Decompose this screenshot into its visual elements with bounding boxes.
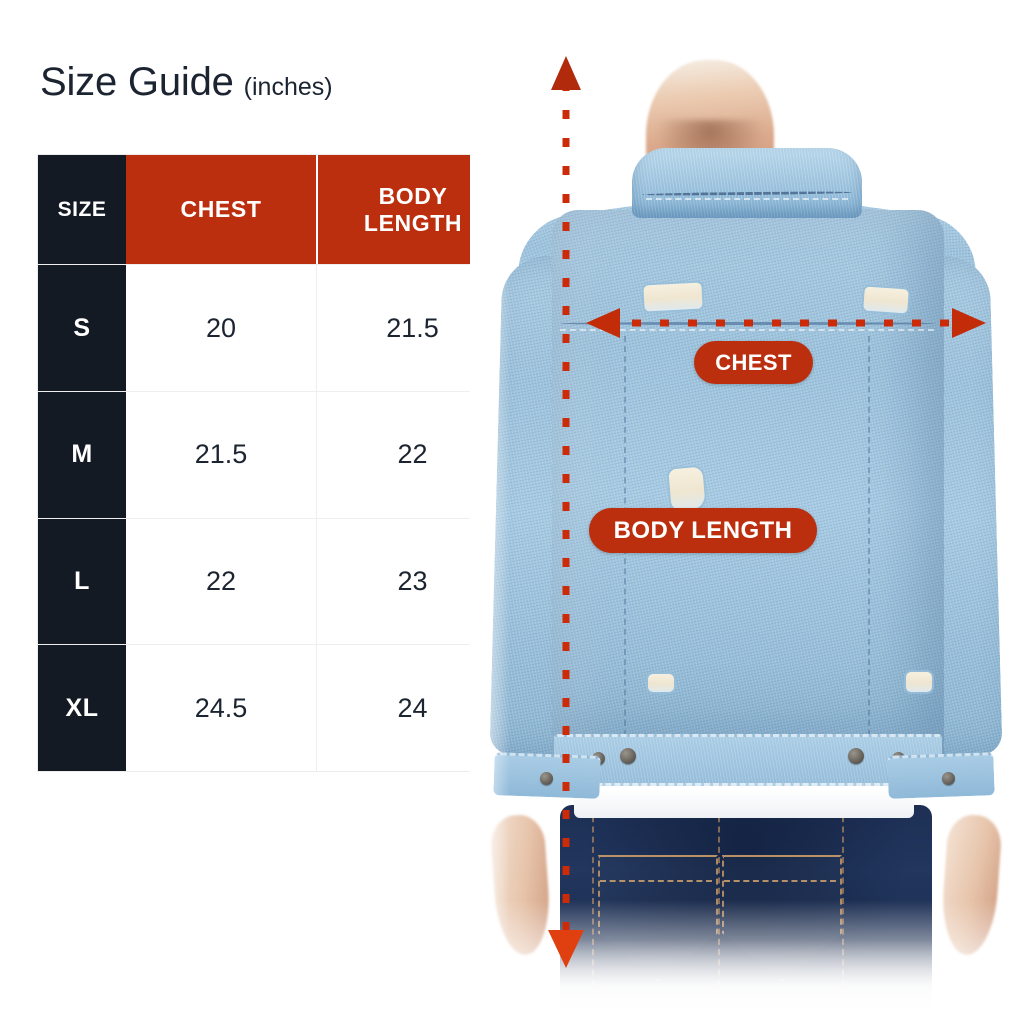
chest-measurement-badge[interactable]: CHEST <box>694 341 813 384</box>
table-row: XL 24.5 24 <box>38 644 508 771</box>
jacket-collar-stitch-inner <box>646 198 848 200</box>
row-chest-value: 20 <box>126 265 316 391</box>
column-header-body-length-line2: LENGTH <box>363 209 463 236</box>
white-shirt-hem <box>574 790 914 818</box>
row-size-label: S <box>38 265 126 391</box>
jacket-distressed-patch <box>668 466 706 512</box>
row-size-label: L <box>38 518 126 645</box>
column-header-body-length-line1: BODY <box>378 182 448 209</box>
table-row: M 21.5 22 <box>38 390 508 518</box>
table-row: S 20 21.5 <box>38 264 508 391</box>
table-header-row: SIZE CHEST BODY LENGTH <box>38 155 508 265</box>
model-hand-right <box>939 813 1003 957</box>
row-size-label: XL <box>38 645 126 771</box>
jacket-hem-button <box>848 748 864 764</box>
jacket-distressed-patch <box>648 674 674 692</box>
jacket-cuff-button <box>942 772 955 785</box>
jacket-yoke-seam-inner <box>560 329 934 331</box>
jacket-collar <box>632 148 862 218</box>
jacket-yoke-seam <box>558 322 936 325</box>
jeans-pocket-stitch-right <box>724 880 836 882</box>
jacket-vertical-seam-right <box>868 336 870 756</box>
jacket-cuff-button <box>540 772 553 785</box>
size-table: SIZE CHEST BODY LENGTH S 20 21.5 M 21.5 … <box>38 155 508 771</box>
jacket-distressed-patch <box>906 672 932 692</box>
column-header-chest: CHEST <box>126 155 316 265</box>
column-header-size: SIZE <box>38 155 126 265</box>
table-row: L 22 23 <box>38 517 508 645</box>
row-chest-value: 24.5 <box>126 645 316 771</box>
jacket-distressed-patch <box>643 282 703 312</box>
jacket-distressed-patch <box>863 286 909 314</box>
jacket-hem-band <box>554 734 942 786</box>
row-size-label: M <box>38 391 126 518</box>
denim-jacket <box>489 136 1003 816</box>
jeans-pocket-stitch-left <box>600 880 712 882</box>
page-title: Size Guide (inches) <box>40 62 333 102</box>
page-title-text: Size Guide <box>40 60 234 104</box>
page-title-unit: (inches) <box>243 73 333 101</box>
body-length-measurement-badge[interactable]: BODY LENGTH <box>589 508 817 553</box>
jacket-cuff-right <box>887 752 995 799</box>
jacket-hem-button <box>620 748 636 764</box>
row-chest-value: 22 <box>126 518 316 645</box>
row-chest-value: 21.5 <box>126 391 316 518</box>
photo-bottom-fade <box>560 940 932 1024</box>
model-hand-left <box>489 813 553 957</box>
